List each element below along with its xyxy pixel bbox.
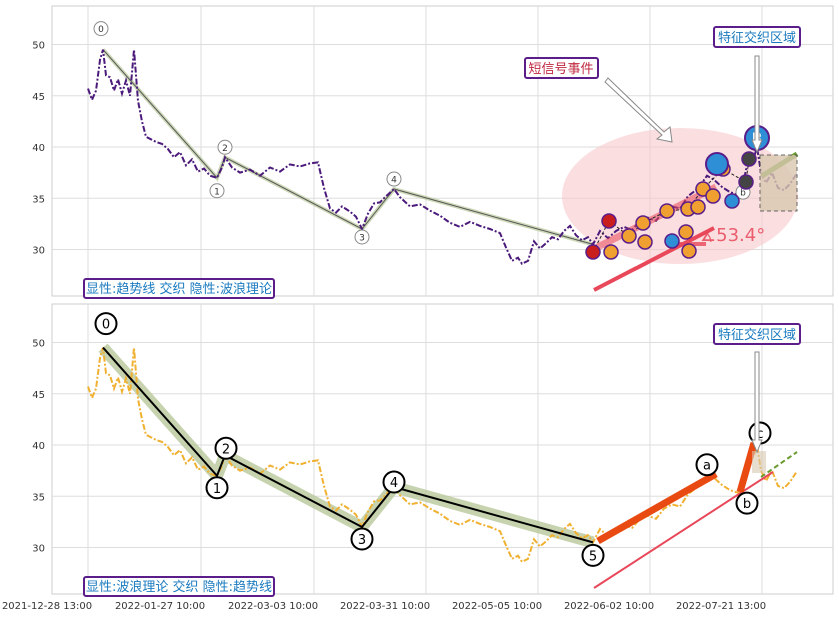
cross-zone-label-bottom: 特征交织区域	[718, 327, 796, 343]
top-caption-box	[83, 278, 275, 299]
signal-dot	[681, 243, 697, 259]
signal-dot	[621, 228, 637, 244]
signal-dot	[738, 174, 754, 190]
bottom-wave-marker: b	[735, 491, 759, 515]
bottom-wave-label: 1	[213, 482, 221, 497]
signal-label-box	[524, 57, 599, 79]
y-tick-label: 50	[32, 41, 45, 52]
trend-line-lower	[593, 226, 715, 292]
bottom-y-tick-labels: 30 35 40 45 50	[32, 339, 45, 555]
signal-dot	[601, 213, 617, 229]
x-tick-label: 2022-03-31 10:00	[340, 601, 430, 612]
bottom-wave-line	[102, 346, 594, 544]
bottom-wave-marker: 2	[214, 436, 238, 460]
bottom-wave-label: 2	[222, 442, 230, 457]
x-tick-label: 2021-12-28 13:00	[2, 601, 92, 612]
bottom-caption: 显性:波浪理论 交织 隐性:趋势线	[86, 579, 272, 595]
signal-dot	[659, 203, 675, 219]
y-tick-label: 40	[32, 143, 45, 154]
y-tick-label: 30	[32, 544, 45, 555]
y-tick-label: 45	[32, 390, 45, 401]
bottom-wave-label: b	[743, 497, 751, 512]
top-wave-marker: 1	[209, 183, 225, 199]
signal-dot	[741, 151, 757, 167]
signal-dot-path	[592, 158, 750, 253]
top-wave-marker: 4	[386, 171, 402, 187]
top-y-tick-labels: 30 35 40 45 50	[32, 41, 45, 257]
top-wave-label: b	[740, 189, 746, 199]
top-wave-label: 3	[359, 234, 365, 244]
big-a-marker	[705, 152, 729, 176]
top-wave-marker: 2	[217, 139, 233, 155]
top-wave-label: 0	[98, 25, 104, 35]
signal-dot	[705, 188, 721, 204]
bottom-caption-box	[83, 576, 275, 597]
x-tick-label: 2022-01-27 10:00	[115, 601, 205, 612]
bottom-wave-markers: 0 1 2 3 4 5 a b c	[94, 312, 772, 567]
bottom-price-line	[87, 347, 797, 564]
bottom-wave-marker: 5	[581, 543, 605, 567]
signal-dot	[603, 244, 619, 260]
cross-zone-arrow-top	[751, 55, 763, 154]
signal-dot	[678, 224, 694, 240]
bottom-wave-marker: 3	[350, 527, 374, 551]
bottom-grid	[52, 304, 833, 594]
signal-dot	[637, 234, 653, 250]
top-wave-markers: 0 1 2 3 4 b	[93, 21, 751, 245]
cross-zone-label-box-bottom	[713, 323, 801, 345]
bottom-wave-label: a	[703, 459, 711, 474]
signal-arrow	[604, 77, 673, 143]
bottom-wave-marker: a	[695, 453, 719, 477]
signal-dot	[724, 193, 740, 209]
bottom-wave-marker: 4	[382, 470, 406, 494]
bottom-trend-orange	[596, 470, 718, 545]
top-caption: 显性:趋势线 交织 隐性:波浪理论	[86, 281, 272, 297]
bottom-trend-green-dashed	[760, 451, 798, 478]
cross-zone-arrow-bottom	[751, 351, 763, 454]
y-tick-label: 40	[32, 441, 45, 452]
top-wave-marker: 0	[93, 21, 109, 37]
signal-dot	[635, 215, 651, 231]
top-wave-label: 1	[214, 187, 220, 197]
x-tick-label: 2022-06-02 10:00	[564, 601, 654, 612]
cross-zone-box-bottom	[752, 451, 766, 473]
signal-dot	[664, 233, 680, 249]
y-tick-label: 50	[32, 339, 45, 350]
cross-zone-box-top	[759, 154, 798, 212]
y-tick-label: 45	[32, 92, 45, 103]
top-wave-label: 2	[222, 144, 228, 154]
x-tick-labels: 2021-12-28 13:00 2022-01-27 10:00 2022-03-…	[2, 601, 766, 612]
x-tick-label: 2022-05-05 10:00	[452, 601, 542, 612]
top-wave-line	[102, 49, 594, 245]
bottom-wave-marker: 0	[94, 312, 118, 336]
angle-label: ∡53.4°	[700, 225, 765, 246]
bottom-wave-label: 3	[358, 533, 366, 548]
trend-line-upper	[590, 183, 718, 254]
top-wave-label: 4	[391, 176, 397, 186]
bottom-trend-orange-c	[736, 442, 758, 493]
signal-dot	[690, 199, 706, 215]
y-tick-label: 35	[32, 194, 45, 205]
bottom-wave-label: 4	[390, 476, 398, 491]
y-tick-label: 35	[32, 492, 45, 503]
cross-zone-label-top: 特征交织区域	[718, 30, 796, 46]
bottom-plot-area	[51, 303, 834, 595]
bottom-wave-label: 5	[589, 549, 597, 564]
bottom-wave-label: 0	[102, 318, 110, 333]
cross-zone-label-box-top	[713, 26, 801, 48]
top-wave-marker: 3	[354, 229, 370, 245]
signal-dot	[585, 244, 601, 260]
y-tick-label: 30	[32, 246, 45, 257]
x-tick-label: 2022-03-03 10:00	[228, 601, 318, 612]
bottom-wave-marker: 1	[205, 476, 229, 500]
signal-zone-ellipse	[562, 128, 798, 264]
bottom-wave-label: c	[756, 427, 763, 442]
x-tick-label: 2022-07-21 13:00	[676, 601, 766, 612]
signal-label-text: 短信号事件	[528, 62, 593, 77]
top-price-line	[87, 49, 797, 266]
